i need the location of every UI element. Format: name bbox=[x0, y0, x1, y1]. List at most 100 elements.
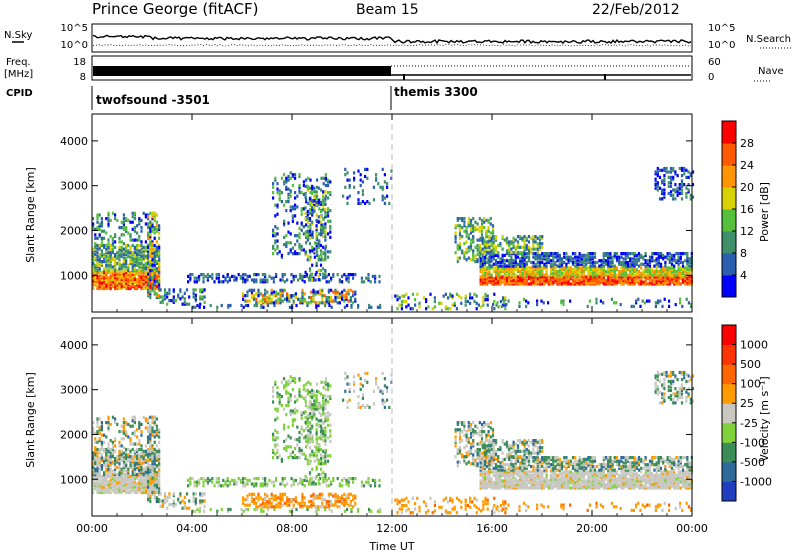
power-cell bbox=[607, 268, 610, 272]
power-cell bbox=[648, 278, 652, 283]
power-cell bbox=[538, 260, 542, 265]
power-cell bbox=[319, 220, 323, 224]
power-cell bbox=[673, 275, 676, 279]
power-cell bbox=[291, 252, 294, 256]
velocity-cell bbox=[125, 487, 128, 491]
power-cell bbox=[523, 240, 526, 244]
power-cell bbox=[673, 257, 676, 261]
velocity-cell bbox=[122, 460, 125, 464]
velocity-cell bbox=[103, 471, 106, 475]
power-cell bbox=[646, 264, 649, 268]
power-cell bbox=[319, 226, 323, 230]
velocity-cell bbox=[345, 478, 348, 482]
power-cell bbox=[494, 266, 498, 270]
power-cell bbox=[668, 278, 671, 283]
velocity-cell bbox=[149, 428, 152, 432]
power-cell bbox=[646, 269, 649, 274]
power-cell bbox=[92, 265, 95, 269]
velocity-cell bbox=[158, 480, 161, 484]
velocity-cell bbox=[345, 494, 348, 498]
power-cell bbox=[589, 280, 592, 284]
velocity-cell bbox=[222, 484, 225, 488]
power-cell bbox=[96, 285, 99, 289]
power-cell bbox=[283, 223, 286, 227]
power-cell bbox=[679, 277, 682, 281]
power-cell bbox=[669, 166, 673, 171]
power-cell bbox=[488, 266, 491, 270]
power-cell bbox=[505, 264, 509, 268]
velocity-cell bbox=[368, 507, 371, 512]
power-cell bbox=[149, 281, 152, 285]
power-cell bbox=[129, 270, 132, 274]
power-cell bbox=[298, 191, 301, 195]
power-cell bbox=[144, 249, 147, 253]
power-cell bbox=[122, 249, 125, 253]
velocity-cell bbox=[288, 499, 291, 504]
velocity-cell bbox=[116, 458, 119, 462]
velocity-cell bbox=[107, 469, 110, 473]
power-cell bbox=[576, 255, 579, 259]
velocity-cell bbox=[100, 428, 103, 432]
power-cell bbox=[684, 252, 687, 256]
power-cell bbox=[92, 276, 95, 280]
velocity-cell bbox=[363, 484, 366, 488]
power-cell bbox=[264, 299, 267, 303]
power-cell bbox=[287, 221, 290, 225]
power-cell bbox=[474, 220, 477, 224]
velocity-cell bbox=[147, 485, 150, 489]
power-cell bbox=[347, 280, 350, 284]
power-cell bbox=[425, 299, 428, 304]
power-cell bbox=[151, 265, 154, 269]
velocity-cell bbox=[92, 471, 95, 475]
power-cell bbox=[274, 214, 277, 218]
power-cell bbox=[523, 275, 526, 279]
power-cell bbox=[585, 268, 588, 272]
velocity-cell bbox=[114, 474, 117, 478]
power-cell bbox=[129, 252, 132, 257]
power-cell bbox=[666, 266, 669, 270]
power-cell bbox=[300, 228, 303, 232]
velocity-cell bbox=[266, 507, 269, 512]
power-cell bbox=[505, 249, 509, 253]
power-cell bbox=[593, 282, 597, 286]
velocity-cell bbox=[158, 467, 161, 471]
power-cell bbox=[209, 274, 212, 278]
power-cell bbox=[294, 274, 297, 278]
velocity-cell bbox=[92, 480, 95, 484]
velocity-cell bbox=[111, 474, 114, 478]
power-cell bbox=[490, 236, 493, 240]
power-cell bbox=[505, 282, 509, 286]
velocity-cell bbox=[201, 501, 204, 505]
power-cell bbox=[299, 297, 302, 301]
power-cell bbox=[144, 222, 147, 226]
power-cell bbox=[274, 232, 277, 236]
power-cell bbox=[463, 242, 466, 246]
power-cell bbox=[686, 277, 689, 281]
velocity-cell bbox=[153, 478, 156, 482]
nsky-tick-bottom: 10^0 bbox=[61, 40, 88, 51]
power-cell bbox=[131, 283, 134, 287]
power-cell bbox=[567, 266, 570, 270]
velocity-cell bbox=[98, 473, 101, 477]
power-cell bbox=[503, 259, 506, 263]
velocity-cell bbox=[158, 462, 161, 466]
power-cell bbox=[285, 178, 288, 182]
power-cell bbox=[92, 217, 95, 221]
power-cell bbox=[479, 236, 482, 240]
power-cell bbox=[622, 264, 625, 268]
power-cell bbox=[689, 172, 692, 176]
power-cell bbox=[476, 252, 479, 257]
velocity-cell bbox=[96, 483, 99, 487]
power-cell bbox=[536, 249, 539, 253]
power-cell bbox=[285, 187, 288, 191]
power-cell bbox=[133, 226, 136, 230]
power-cell bbox=[194, 297, 197, 301]
velocity-cell bbox=[261, 477, 264, 481]
power-cell bbox=[560, 259, 564, 263]
power-cell bbox=[613, 253, 616, 257]
power-cell bbox=[481, 269, 484, 274]
power-cell bbox=[127, 231, 130, 235]
power-cell bbox=[514, 273, 517, 277]
velocity-cell bbox=[131, 473, 134, 477]
velocity-cell bbox=[163, 497, 167, 501]
